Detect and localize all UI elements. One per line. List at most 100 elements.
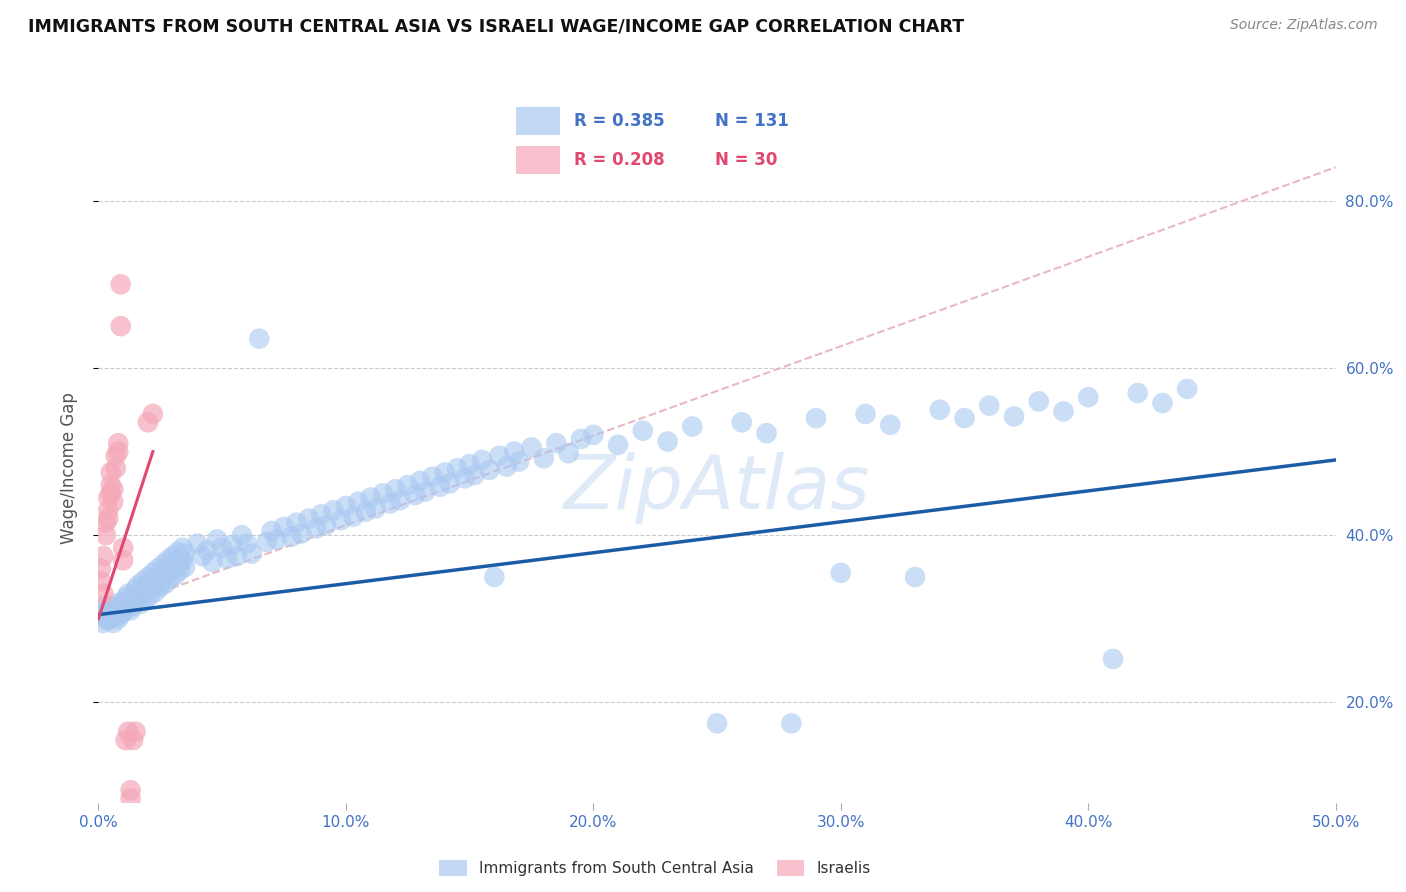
Point [97, 503, 120, 517]
Point [122, 589, 145, 603]
Point [422, 469, 444, 483]
Point [458, 457, 481, 471]
Point [110, 277, 132, 292]
Point [139, 576, 162, 591]
Point [290, 526, 312, 541]
Point [236, 536, 259, 550]
Point [433, 466, 456, 480]
Text: IMMIGRANTS FROM SOUTH CENTRAL ASIA VS ISRAELI WAGE/INCOME GAP CORRELATION CHART: IMMIGRANTS FROM SOUTH CENTRAL ASIA VS IS… [28, 18, 965, 36]
Point [93, 615, 115, 630]
Point [569, 432, 592, 446]
Point [100, 607, 122, 622]
Point [1126, 386, 1149, 401]
Point [260, 524, 283, 538]
Point [122, 733, 145, 747]
Point [107, 612, 129, 626]
Point [129, 587, 152, 601]
Point [520, 441, 543, 455]
Point [172, 541, 194, 555]
Point [533, 451, 555, 466]
Point [165, 568, 187, 582]
Point [169, 563, 191, 577]
Point [174, 560, 197, 574]
Point [103, 494, 125, 508]
Point [100, 486, 122, 500]
Point [471, 453, 494, 467]
Point [484, 570, 506, 584]
Point [97, 511, 120, 525]
Point [94, 528, 117, 542]
Legend: Immigrants from South Central Asia, Israelis: Immigrants from South Central Asia, Isra… [433, 854, 877, 882]
Point [149, 568, 172, 582]
Point [156, 553, 179, 567]
Point [904, 570, 927, 584]
Point [478, 463, 501, 477]
Point [120, 603, 142, 617]
Point [120, 783, 142, 797]
Point [100, 466, 122, 480]
Point [112, 553, 135, 567]
Point [117, 587, 139, 601]
Point [404, 488, 426, 502]
Point [112, 541, 135, 555]
Point [280, 530, 302, 544]
Point [166, 558, 188, 572]
Point [104, 597, 127, 611]
Point [226, 549, 249, 563]
Point [322, 503, 344, 517]
Point [879, 417, 901, 432]
Point [107, 436, 129, 450]
Point [146, 562, 169, 576]
Point [266, 533, 288, 547]
Point [582, 428, 605, 442]
Point [132, 585, 155, 599]
Point [309, 508, 332, 522]
Point [162, 549, 184, 563]
Point [97, 491, 120, 505]
Point [136, 415, 159, 429]
Text: Source: ZipAtlas.com: Source: ZipAtlas.com [1230, 18, 1378, 32]
Point [731, 415, 754, 429]
Point [607, 438, 630, 452]
Point [114, 602, 136, 616]
Point [201, 555, 224, 569]
Point [90, 562, 112, 576]
Point [104, 449, 127, 463]
Point [347, 494, 370, 508]
Point [557, 446, 579, 460]
Point [162, 562, 184, 576]
Point [1028, 394, 1050, 409]
Point [120, 593, 142, 607]
Point [117, 597, 139, 611]
Point [256, 535, 278, 549]
Point [142, 407, 165, 421]
Point [94, 516, 117, 530]
Point [100, 599, 122, 614]
Point [165, 555, 187, 569]
Point [335, 499, 357, 513]
Text: N = 30: N = 30 [716, 151, 778, 169]
Point [155, 563, 177, 577]
Text: N = 131: N = 131 [716, 112, 789, 130]
Point [329, 513, 352, 527]
Point [94, 612, 117, 626]
Point [100, 478, 122, 492]
Point [155, 576, 177, 591]
Point [127, 591, 149, 605]
Point [453, 471, 475, 485]
Point [149, 580, 172, 594]
Point [1175, 382, 1198, 396]
Point [396, 478, 419, 492]
Point [508, 455, 530, 469]
Bar [516, 107, 560, 136]
Point [429, 480, 451, 494]
Point [107, 603, 129, 617]
Point [342, 509, 364, 524]
Point [97, 602, 120, 616]
Point [205, 533, 228, 547]
Point [104, 461, 127, 475]
Point [143, 585, 166, 599]
Point [134, 593, 156, 607]
Point [120, 791, 142, 805]
Point [122, 599, 145, 614]
